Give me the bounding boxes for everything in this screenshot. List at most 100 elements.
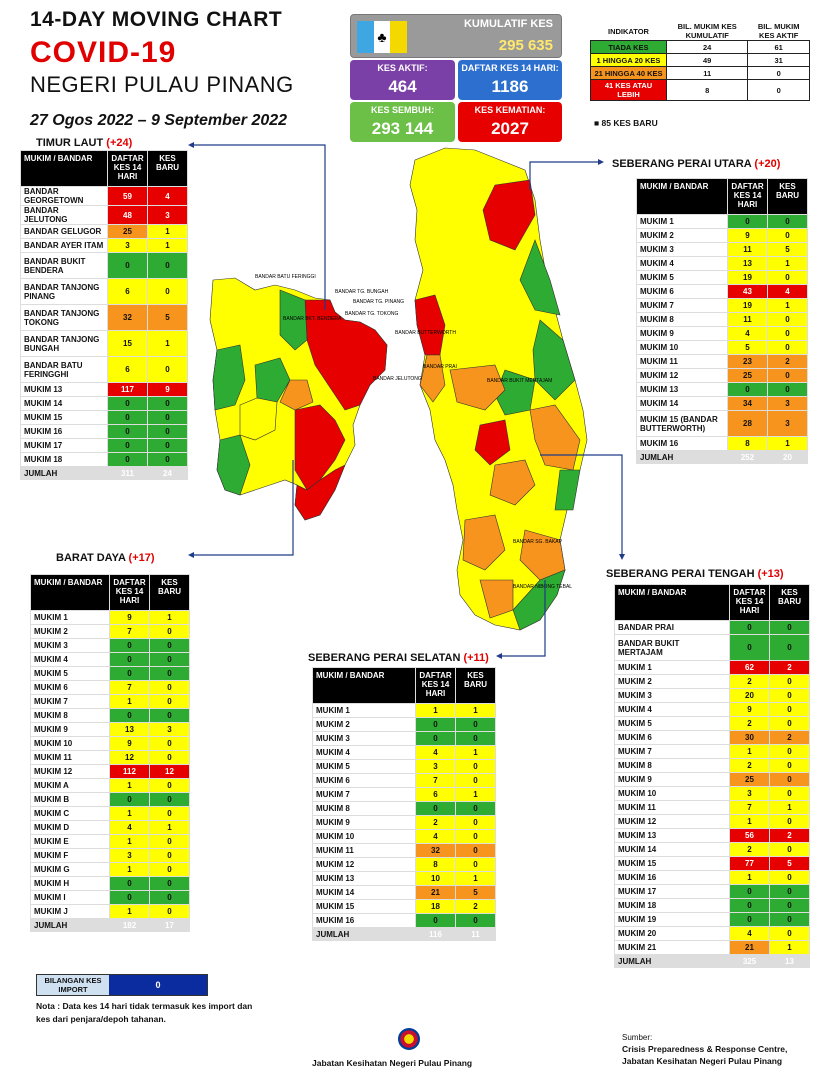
new-cases: 0: [767, 214, 808, 229]
new-cases: 0: [769, 772, 810, 787]
arrow-icon: [188, 142, 194, 148]
table-row: BANDAR BUKIT BENDERA 0 0: [20, 252, 188, 279]
indicator-act: 0: [747, 79, 810, 101]
deaths-label: KES KEMATIAN:: [474, 105, 546, 115]
new-cases-note: ■ 85 KES BARU: [594, 118, 658, 128]
table-row: MUKIM 15 18 2: [312, 899, 496, 914]
new-cases: 0: [455, 829, 496, 844]
new-cases: 5: [767, 242, 808, 257]
table-row: MUKIM 17 0 0: [614, 884, 810, 899]
cumulative-value: 295 635: [498, 37, 553, 54]
cases-14day: 0: [415, 731, 456, 746]
new-cases: 0: [767, 228, 808, 243]
table-row: MUKIM 6 43 4: [636, 284, 808, 299]
total-value: 20: [767, 450, 808, 464]
deaths-box: KES KEMATIAN: 2027: [458, 102, 562, 142]
new-cases: 0: [767, 368, 808, 383]
total-value: 24: [147, 466, 188, 480]
new-cases: 1: [767, 436, 808, 451]
new-cases: 1: [455, 787, 496, 802]
connector-timur-laut: [192, 144, 326, 310]
cases-14day: 9: [109, 736, 150, 751]
total-label: JUMLAH: [20, 466, 108, 480]
new-cases: 0: [147, 438, 188, 453]
cases-14day: 0: [109, 666, 150, 681]
deaths-value: 2027: [491, 119, 529, 138]
table-row: MUKIM 4 13 1: [636, 256, 808, 271]
new-cases: 0: [149, 778, 190, 793]
new-cases: 1: [147, 330, 188, 357]
indicator-row: 1 HINGGA 20 KES 49 31: [590, 53, 810, 67]
total-value: 11: [455, 927, 496, 941]
cases-14day: 13: [109, 722, 150, 737]
map-label-tg-pinang: BANDAR TG. PINANG: [353, 299, 404, 305]
cases-14day: 6: [415, 787, 456, 802]
cases-14day: 1: [109, 862, 150, 877]
table-row: MUKIM 13 0 0: [636, 382, 808, 397]
column-header: MUKIM / BANDAR: [20, 150, 108, 187]
column-header: DAFTAR KES 14 HARI: [415, 667, 456, 704]
list14-box: DAFTAR KES 14 HARI: 1186: [458, 60, 562, 100]
table-spt: MUKIM / BANDAR DAFTAR KES 14 HARI KES BARU…: [614, 584, 810, 968]
total-label: JUMLAH: [312, 927, 416, 941]
table-header-row: MUKIM / BANDAR DAFTAR KES 14 HARI KES BARU: [636, 178, 808, 215]
cases-14day: 25: [727, 368, 768, 383]
indicator-label: 41 KES ATAU LEBIH: [590, 79, 667, 101]
cases-14day: 32: [107, 304, 148, 331]
table-row: MUKIM 10 4 0: [312, 829, 496, 844]
date-range: 27 Ogos 2022 – 9 September 2022: [30, 112, 288, 129]
new-cases: 2: [455, 899, 496, 914]
new-cases: 1: [147, 238, 188, 253]
table-row: MUKIM 15 0 0: [20, 410, 188, 425]
disease-title: COVID-19: [30, 36, 177, 69]
table-row: MUKIM 16 1 0: [614, 870, 810, 885]
cases-14day: 18: [415, 899, 456, 914]
active-label: KES AKTIF:: [377, 63, 428, 73]
cases-14day: 0: [107, 424, 148, 439]
column-header: KES BARU: [769, 584, 810, 621]
indicator-header-act: BIL. MUKIM KES AKTIF: [757, 22, 800, 40]
table-row: MUKIM 17 0 0: [20, 438, 188, 453]
table-row: BANDAR TANJONG BUNGAH 15 1: [20, 330, 188, 357]
new-cases: 0: [149, 694, 190, 709]
state-title: NEGERI PULAU PINANG: [30, 72, 294, 97]
column-header: MUKIM / BANDAR: [636, 178, 728, 215]
map-label-tg-bungah: BANDAR TG. BUNGAH: [335, 289, 389, 295]
recovered-box: KES SEMBUH: 293 144: [350, 102, 455, 142]
table-row: BANDAR JELUTONG 48 3: [20, 205, 188, 225]
new-cases: 3: [149, 722, 190, 737]
new-cases: 3: [767, 396, 808, 411]
cases-14day: 48: [107, 205, 148, 225]
cases-14day: 7: [415, 773, 456, 788]
new-cases: 2: [769, 828, 810, 843]
cases-14day: 30: [729, 730, 770, 745]
new-cases: 1: [769, 940, 810, 955]
new-cases: 0: [149, 890, 190, 905]
table-row: MUKIM 21 21 1: [614, 940, 810, 955]
indicator-table: INDIKATOR BIL. MUKIM KES KUMULATIF BIL. …: [590, 22, 810, 101]
table-row: BANDAR TANJONG PINANG 6 0: [20, 278, 188, 305]
new-cases: 0: [147, 356, 188, 383]
total-value: 13: [769, 954, 810, 968]
indicator-row: 21 HINGGA 40 KES 11 0: [590, 66, 810, 80]
connector-spt: [540, 454, 623, 556]
table-row: MUKIM 14 21 5: [312, 885, 496, 900]
cases-14day: 62: [729, 660, 770, 675]
new-cases: 0: [149, 680, 190, 695]
total-label: JUMLAH: [636, 450, 728, 464]
island-map: [209, 277, 388, 521]
row-label: BANDAR BUKIT BENDERA: [20, 252, 108, 279]
cases-14day: 9: [109, 610, 150, 625]
new-cases: 2: [769, 730, 810, 745]
cases-14day: 1: [729, 744, 770, 759]
cases-14day: 3: [107, 238, 148, 253]
cases-14day: 3: [415, 759, 456, 774]
footer-agency: Jabatan Kesihatan Negeri Pulau Pinang: [312, 1058, 473, 1068]
